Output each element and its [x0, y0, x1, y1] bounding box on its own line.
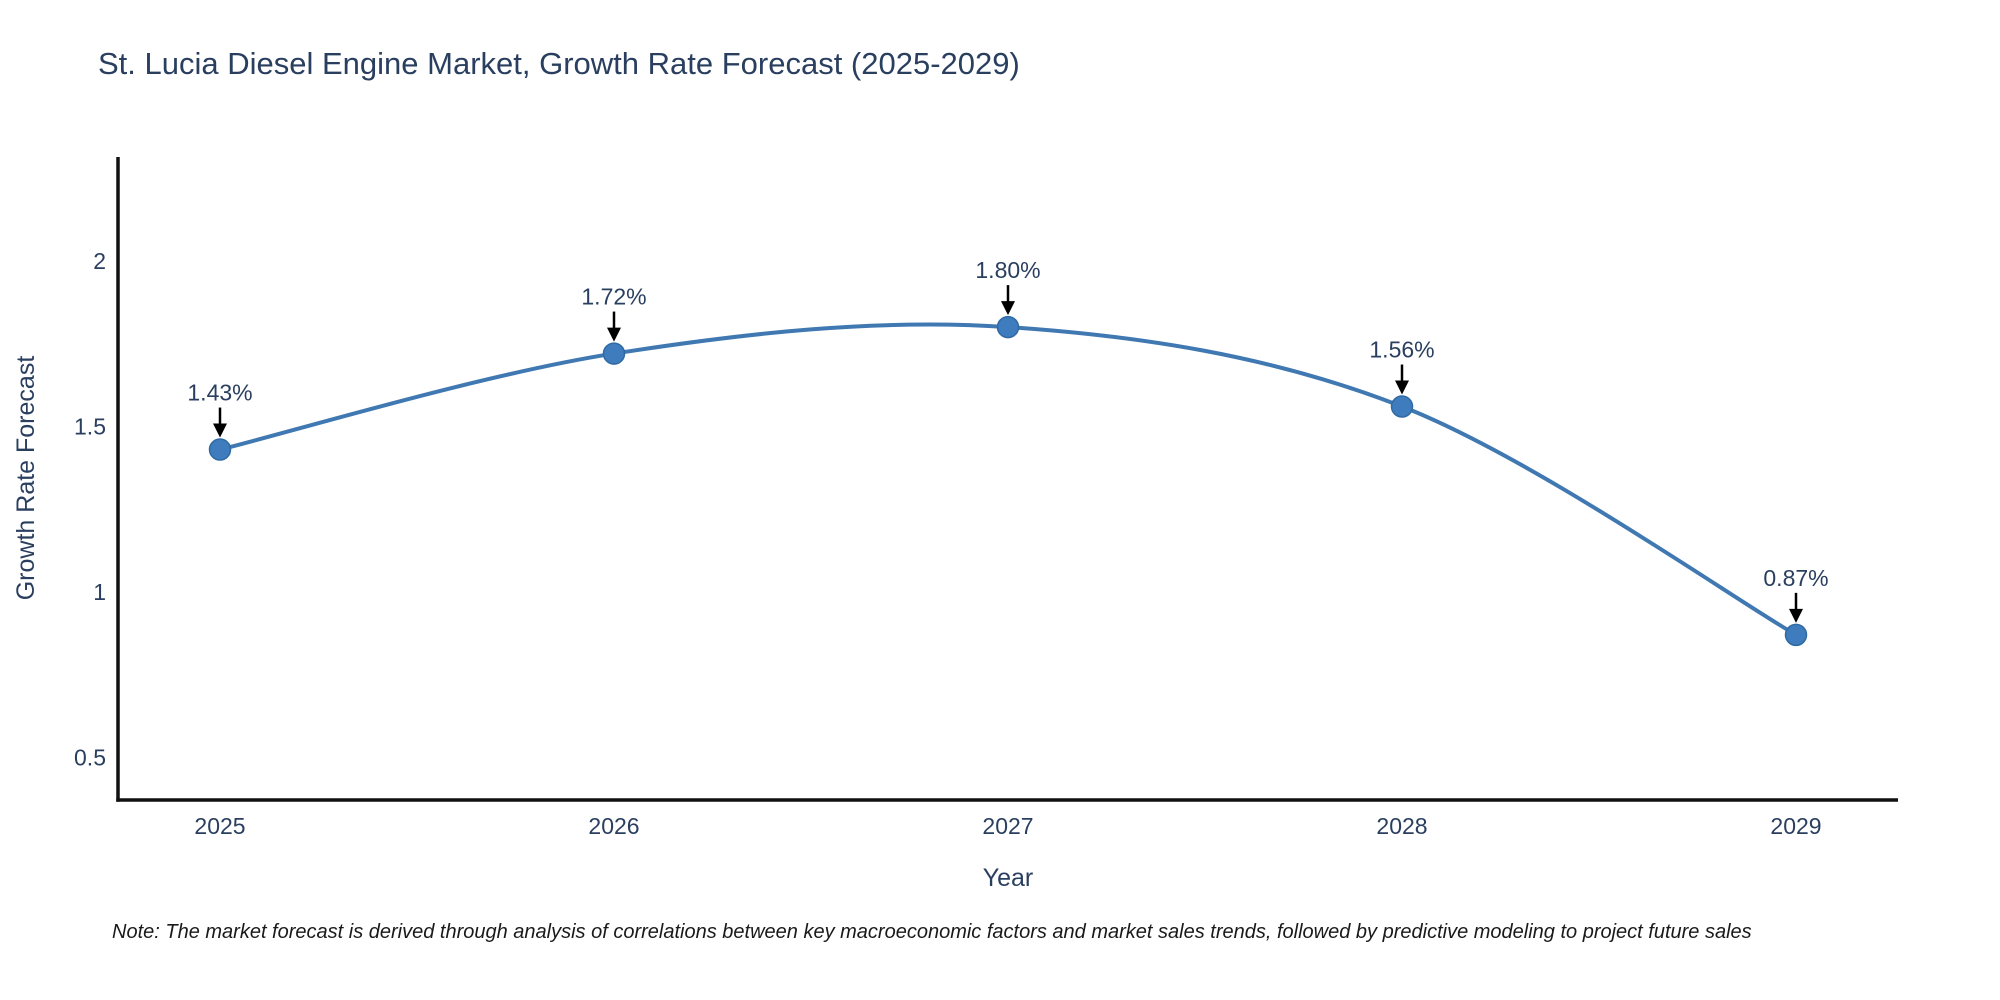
x-tick-label: 2026 — [588, 813, 639, 839]
point-annotation-label: 0.87% — [1763, 565, 1828, 591]
annotation-arrowhead — [1001, 301, 1015, 316]
data-point-marker — [1390, 395, 1414, 418]
x-axis-title: Year — [983, 864, 1034, 892]
y-tick-label: 1.5 — [74, 413, 106, 439]
point-annotation-label: 1.80% — [975, 257, 1040, 283]
y-axis-title: Growth Rate Forecast — [12, 356, 40, 601]
point-annotations: 1.43% 1.72% 1.80% 1.56% 0.87% — [187, 257, 1829, 623]
y-axis-tick-labels: 0.5 1 1.5 2 — [74, 248, 106, 770]
x-tick-label: 2028 — [1376, 813, 1427, 839]
point-annotation-label: 1.56% — [1369, 337, 1434, 363]
data-point-marker — [1784, 623, 1808, 647]
point-annotation-label: 1.72% — [581, 284, 646, 310]
y-tick-label: 2 — [93, 248, 106, 274]
annotation-arrowhead — [607, 327, 621, 342]
forecast-line-series — [208, 315, 1808, 647]
y-tick-label: 1 — [93, 579, 106, 605]
data-point-marker — [996, 315, 1020, 339]
annotation-arrowhead — [1395, 380, 1409, 395]
data-point-marker — [602, 342, 626, 365]
x-tick-label: 2029 — [1770, 813, 1821, 839]
y-tick-label: 0.5 — [74, 744, 106, 770]
chart-title: St. Lucia Diesel Engine Market, Growth R… — [98, 46, 1020, 81]
data-point-marker — [208, 438, 232, 461]
x-tick-label: 2027 — [982, 813, 1033, 839]
annotation-arrowhead — [1789, 608, 1803, 623]
forecast-line — [218, 322, 1798, 637]
x-tick-label: 2025 — [194, 813, 245, 839]
point-annotation-label: 1.43% — [187, 380, 252, 406]
footnote: Note: The market forecast is derived thr… — [112, 921, 1752, 943]
x-axis-tick-labels: 2025 2026 2027 2028 2029 — [194, 813, 1821, 839]
annotation-arrowhead — [213, 423, 227, 438]
